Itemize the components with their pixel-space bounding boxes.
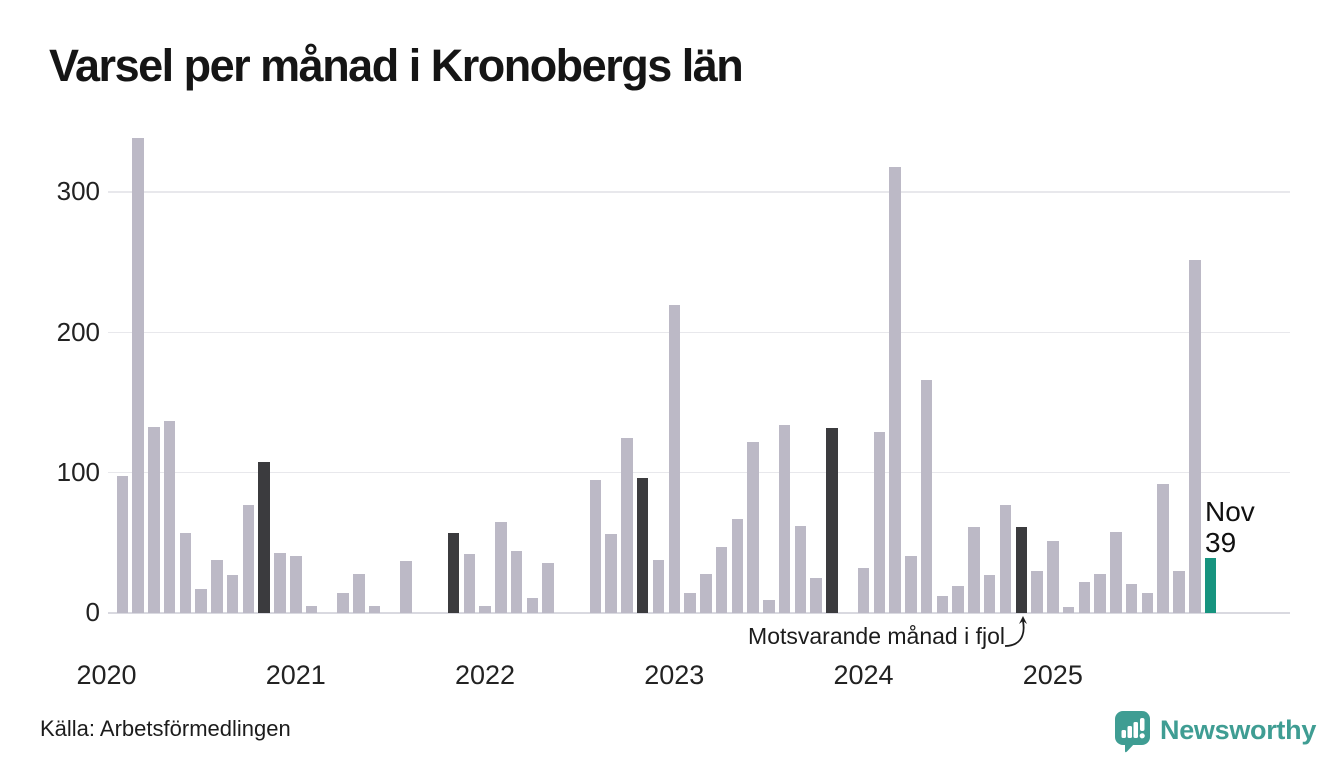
gridline-300 bbox=[108, 191, 1290, 193]
bar-2022-05 bbox=[542, 562, 554, 613]
newsworthy-logo: Newsworthy bbox=[1114, 710, 1316, 754]
bar-2023-04 bbox=[715, 547, 728, 613]
bar-2023-09 bbox=[794, 526, 807, 613]
bar-2021-06 bbox=[368, 605, 381, 613]
x-tick-label-2025: 2025 bbox=[1022, 660, 1083, 690]
bar-2024-12 bbox=[1031, 570, 1043, 613]
bar-2021-11 bbox=[447, 533, 460, 613]
bar-2020-08 bbox=[211, 559, 223, 613]
y-tick-label-0: 0 bbox=[85, 597, 100, 627]
bar-2024-09 bbox=[983, 575, 996, 613]
bar-2020-09 bbox=[226, 575, 239, 613]
bar-2024-01 bbox=[857, 568, 870, 613]
bar-2023-06 bbox=[747, 441, 759, 613]
bar-2022-09 bbox=[605, 534, 617, 613]
bar-2025-04 bbox=[1094, 573, 1106, 613]
x-tick-label-2022: 2022 bbox=[454, 660, 516, 690]
gridline-200 bbox=[108, 331, 1290, 334]
bar-2022-04 bbox=[526, 597, 539, 613]
bar-2020-10 bbox=[242, 505, 255, 613]
bar-2024-02 bbox=[873, 432, 886, 613]
bar-2022-10 bbox=[621, 437, 633, 613]
y-tick-label-200: 200 bbox=[56, 316, 100, 347]
bar-2021-02 bbox=[305, 605, 318, 613]
bar-2021-12 bbox=[463, 554, 475, 613]
bar-2021-01 bbox=[290, 555, 302, 613]
bar-2023-07 bbox=[763, 600, 775, 613]
bar-2025-11 bbox=[1204, 558, 1217, 613]
bar-2023-03 bbox=[700, 573, 712, 613]
x-tick-label-2024: 2024 bbox=[833, 660, 894, 690]
source-caption: Källa: Arbetsförmedlingen bbox=[40, 716, 291, 741]
bar-2025-10 bbox=[1189, 259, 1201, 613]
bar-2025-06 bbox=[1125, 583, 1138, 613]
bar-2020-05 bbox=[163, 420, 176, 613]
bar-2023-10 bbox=[810, 577, 822, 613]
bar-2020-12 bbox=[274, 552, 286, 613]
bar-2022-03 bbox=[510, 551, 523, 613]
bar-2025-02 bbox=[1062, 607, 1075, 613]
x-tick-label-2023: 2023 bbox=[644, 660, 705, 690]
bar-2023-05 bbox=[731, 519, 744, 613]
bar-2023-02 bbox=[684, 593, 696, 613]
bar-2020-11 bbox=[258, 461, 270, 613]
current-value-label: Nov 39 bbox=[1205, 496, 1255, 558]
gridline-100 bbox=[108, 471, 1290, 474]
bar-2020-07 bbox=[195, 589, 207, 613]
bar-2022-01 bbox=[479, 605, 491, 613]
current-value: 39 bbox=[1205, 527, 1237, 558]
bar-2024-05 bbox=[920, 380, 933, 613]
bar-2021-08 bbox=[400, 561, 412, 613]
bar-2024-10 bbox=[999, 505, 1012, 613]
x-tick-label-2020: 2020 bbox=[76, 660, 137, 690]
bar-2024-04 bbox=[905, 555, 917, 613]
y-tick-label-300: 300 bbox=[56, 176, 100, 207]
bar-2025-03 bbox=[1078, 582, 1091, 613]
bar-2023-11 bbox=[826, 427, 838, 613]
bar-2025-07 bbox=[1141, 593, 1154, 613]
bar-2025-05 bbox=[1110, 531, 1122, 613]
bar-2021-04 bbox=[337, 593, 349, 613]
bar-2025-08 bbox=[1157, 484, 1169, 613]
annotation-arrow-icon bbox=[1004, 616, 1027, 647]
bar-2023-01 bbox=[668, 304, 681, 613]
bar-2022-08 bbox=[589, 479, 602, 613]
gridline-0 bbox=[108, 612, 1290, 614]
current-month: Nov bbox=[1205, 496, 1255, 527]
newsworthy-logo-icon bbox=[1115, 711, 1150, 753]
y-tick-label-100: 100 bbox=[56, 456, 100, 487]
bar-2020-04 bbox=[148, 426, 160, 613]
bar-2022-12 bbox=[652, 559, 665, 613]
bar-2024-06 bbox=[936, 596, 949, 613]
bar-2022-02 bbox=[495, 521, 507, 613]
x-tick-label-2021: 2021 bbox=[265, 660, 326, 690]
bar-2021-05 bbox=[353, 573, 365, 613]
bar-2024-11 bbox=[1015, 527, 1028, 613]
bar-2024-07 bbox=[952, 586, 964, 613]
bar-2023-08 bbox=[778, 425, 791, 613]
annotation-lastyear: Motsvarande månad i fjol bbox=[748, 623, 1005, 649]
bar-2024-08 bbox=[968, 527, 980, 613]
bar-2020-03 bbox=[132, 137, 144, 613]
bar-2025-01 bbox=[1047, 541, 1059, 613]
bar-2020-06 bbox=[179, 533, 192, 613]
bar-2024-03 bbox=[889, 167, 901, 613]
newsworthy-logo-text: Newsworthy bbox=[1160, 714, 1317, 745]
chart-title: Varsel per månad i Kronobergs län bbox=[49, 40, 744, 91]
bar-2022-11 bbox=[636, 478, 649, 613]
bar-2020-02 bbox=[116, 475, 129, 613]
bar-2025-09 bbox=[1173, 570, 1185, 613]
